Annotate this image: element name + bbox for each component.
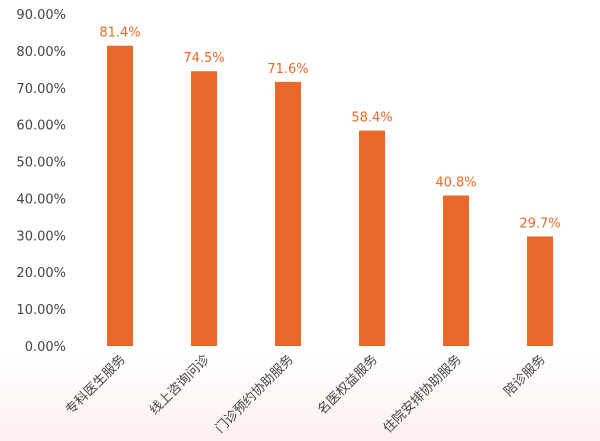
y-tick-label: 0.00% — [25, 340, 66, 355]
bar — [275, 81, 301, 347]
data-label: 29.7% — [519, 216, 560, 231]
y-tick-label: 80.00% — [16, 45, 66, 60]
x-category-label: 门诊预约协助服务 — [212, 352, 297, 437]
bar — [443, 195, 469, 346]
x-axis: 专科医生服务 线上咨询问诊 门诊预约协助服务 名医权益服务 住院安排协助服务 陪诊服务 — [62, 352, 548, 437]
x-category-label: 陪诊服务 — [501, 352, 549, 400]
x-category-label: 线上咨询问诊 — [147, 352, 213, 418]
data-label: 58.4% — [351, 111, 392, 126]
x-category-label: 住院安排协助服务 — [380, 352, 465, 437]
data-label: 81.4% — [99, 26, 140, 41]
data-label: 40.8% — [435, 175, 476, 190]
data-label: 74.5% — [183, 51, 224, 66]
bars — [107, 45, 553, 347]
bar — [107, 45, 133, 346]
y-axis: 0.00% 10.00% 20.00% 30.00% 40.00% 50.00% 60.00… — [16, 8, 66, 355]
y-tick-label: 40.00% — [16, 192, 66, 207]
bar — [191, 71, 217, 346]
y-tick-label: 20.00% — [16, 266, 66, 281]
y-tick-label: 60.00% — [16, 119, 66, 134]
data-label: 71.6% — [267, 62, 308, 77]
data-labels: 81.4% 74.5% 71.6% 58.4% 40.8% 29.7% — [99, 26, 560, 232]
y-tick-label: 50.00% — [16, 156, 66, 171]
bar — [359, 130, 385, 346]
x-category-label: 专科医生服务 — [62, 352, 128, 418]
y-tick-label: 70.00% — [16, 82, 66, 97]
y-tick-label: 90.00% — [16, 8, 66, 23]
y-tick-label: 10.00% — [16, 303, 66, 318]
y-tick-label: 30.00% — [16, 229, 66, 244]
bar — [527, 236, 553, 346]
x-category-label: 名医权益服务 — [314, 352, 380, 418]
